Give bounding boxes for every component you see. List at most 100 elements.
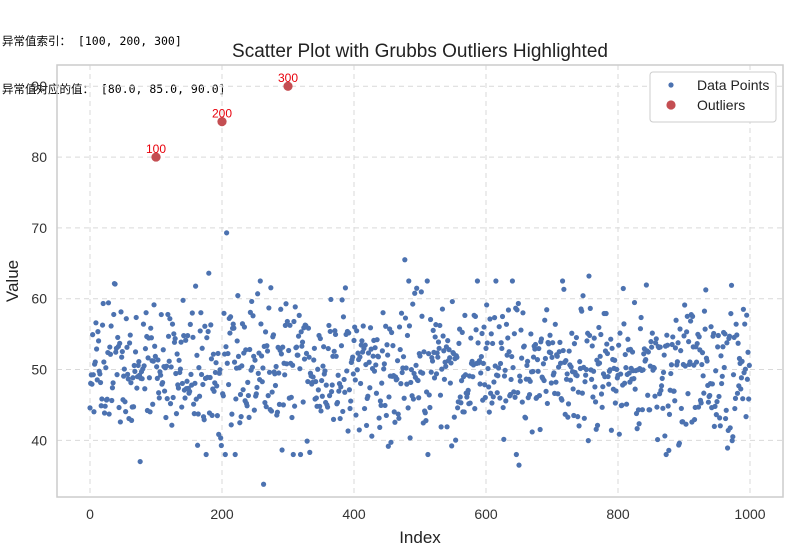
data-point bbox=[559, 278, 566, 284]
data-point bbox=[413, 362, 419, 368]
data-point bbox=[272, 382, 279, 389]
data-point bbox=[321, 344, 327, 350]
data-point bbox=[730, 372, 737, 378]
data-point bbox=[396, 415, 402, 421]
data-point bbox=[496, 324, 502, 330]
data-point bbox=[649, 330, 655, 336]
data-point bbox=[115, 334, 121, 341]
data-point bbox=[377, 424, 383, 430]
data-point bbox=[414, 285, 420, 291]
data-point bbox=[542, 317, 548, 323]
data-point bbox=[254, 384, 260, 391]
data-point bbox=[461, 409, 467, 415]
data-point bbox=[108, 323, 114, 329]
data-point bbox=[458, 378, 465, 384]
data-point bbox=[204, 335, 210, 341]
data-point bbox=[303, 350, 310, 357]
data-point bbox=[353, 412, 359, 418]
data-point bbox=[253, 391, 259, 397]
data-point bbox=[714, 399, 720, 405]
data-point bbox=[489, 400, 495, 406]
data-point bbox=[643, 356, 649, 363]
data-point bbox=[289, 414, 295, 421]
data-point bbox=[230, 321, 236, 327]
data-point bbox=[434, 350, 440, 356]
data-point bbox=[99, 322, 106, 328]
data-point bbox=[640, 367, 646, 373]
data-point bbox=[745, 349, 751, 355]
data-point bbox=[142, 346, 149, 352]
data-point bbox=[250, 313, 256, 319]
data-point bbox=[721, 364, 727, 371]
data-point bbox=[419, 313, 425, 319]
data-point bbox=[563, 376, 570, 382]
data-point bbox=[612, 357, 618, 363]
data-point bbox=[694, 340, 700, 347]
data-point bbox=[579, 308, 585, 314]
data-point bbox=[439, 306, 446, 312]
data-point bbox=[259, 379, 265, 385]
data-point bbox=[369, 433, 375, 439]
legend-marker-outliers bbox=[666, 100, 676, 110]
data-point bbox=[703, 287, 709, 293]
data-point bbox=[524, 362, 530, 369]
data-point bbox=[148, 335, 154, 341]
data-point bbox=[247, 346, 253, 353]
data-point bbox=[269, 389, 275, 395]
data-point bbox=[194, 352, 200, 358]
data-point bbox=[518, 327, 524, 333]
data-point bbox=[541, 377, 547, 384]
data-point bbox=[99, 396, 105, 402]
data-point bbox=[695, 404, 702, 410]
data-point bbox=[163, 363, 170, 369]
data-point bbox=[181, 333, 187, 339]
data-point bbox=[488, 331, 494, 337]
data-point bbox=[133, 314, 139, 321]
data-point bbox=[185, 333, 191, 339]
data-point bbox=[155, 357, 161, 363]
data-point bbox=[699, 361, 705, 368]
data-point bbox=[422, 410, 428, 416]
data-point bbox=[201, 417, 207, 423]
data-point bbox=[663, 451, 669, 458]
data-point bbox=[252, 357, 258, 363]
data-point bbox=[733, 321, 739, 327]
data-point bbox=[406, 278, 412, 284]
data-point bbox=[139, 376, 145, 382]
data-point bbox=[233, 396, 239, 402]
data-point bbox=[634, 426, 640, 432]
data-point bbox=[623, 401, 630, 407]
x-axis-label: Index bbox=[399, 528, 441, 547]
data-point bbox=[664, 332, 670, 338]
data-point bbox=[410, 396, 416, 402]
data-point bbox=[647, 407, 653, 413]
data-point bbox=[167, 316, 173, 322]
data-point bbox=[742, 366, 748, 372]
data-point bbox=[653, 336, 659, 342]
data-point bbox=[383, 323, 389, 329]
data-point bbox=[306, 354, 312, 360]
data-point bbox=[447, 380, 453, 386]
data-point bbox=[184, 378, 190, 384]
data-point bbox=[512, 394, 518, 400]
data-point bbox=[380, 310, 386, 316]
data-point bbox=[384, 342, 390, 348]
data-point bbox=[206, 270, 212, 276]
data-point bbox=[744, 376, 750, 382]
data-point bbox=[220, 393, 226, 399]
data-point bbox=[226, 381, 232, 388]
data-point bbox=[385, 443, 391, 449]
data-point bbox=[379, 380, 385, 386]
data-point bbox=[607, 367, 613, 373]
data-point bbox=[447, 355, 453, 361]
data-point bbox=[313, 378, 319, 385]
data-point bbox=[187, 388, 193, 395]
data-point bbox=[249, 364, 255, 370]
data-point bbox=[295, 352, 301, 358]
data-point bbox=[616, 342, 622, 348]
data-point bbox=[740, 306, 747, 312]
data-point bbox=[179, 380, 185, 387]
data-point bbox=[339, 297, 345, 303]
data-point bbox=[431, 375, 438, 381]
data-point bbox=[637, 326, 644, 332]
